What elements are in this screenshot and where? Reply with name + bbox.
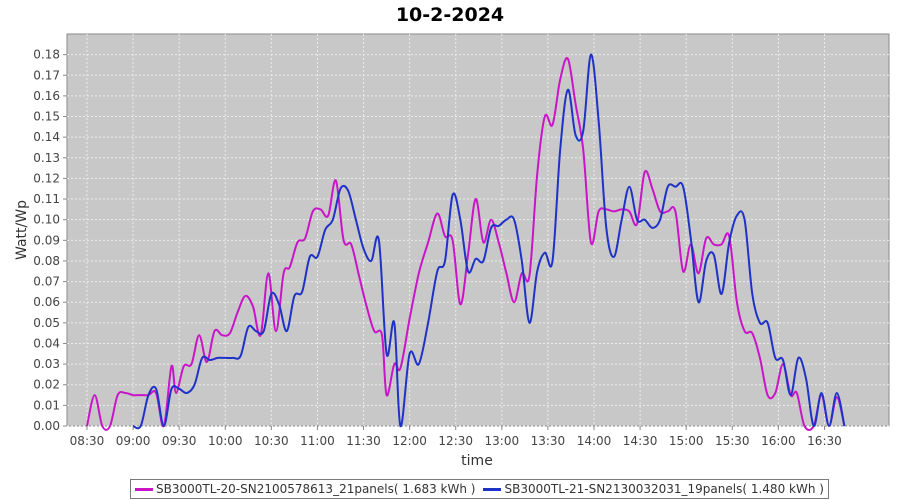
x-tick-label: 16:30 — [807, 434, 842, 448]
legend: SB3000TL-20-SN2100578613_21panels( 1.683… — [130, 479, 829, 499]
y-tick-label: 0.03 — [33, 357, 60, 371]
y-tick-label: 0.05 — [33, 316, 60, 330]
x-tick-label: 09:00 — [116, 434, 151, 448]
x-tick-label: 10:00 — [208, 434, 243, 448]
x-tick-label: 15:00 — [669, 434, 704, 448]
y-axis-label: Watt/Wp — [14, 200, 30, 260]
line-chart: 10-2-2024 0.000.010.020.030.040.050.060.… — [14, 4, 890, 469]
x-tick-label: 13:00 — [485, 434, 520, 448]
series-lines — [86, 53, 846, 431]
series-line-1 — [86, 57, 846, 431]
legend-item-series-2: SB3000TL-21-SN2130032031_19panels( 1.480… — [483, 482, 824, 496]
x-tick-label: 12:30 — [438, 434, 473, 448]
y-tick-label: 0.15 — [33, 110, 60, 124]
y-tick-label: 0.01 — [33, 398, 60, 412]
y-tick-label: 0.08 — [33, 254, 60, 268]
y-tick-label: 0.04 — [33, 336, 60, 350]
legend-label-series-1: SB3000TL-20-SN2100578613_21panels( 1.683… — [156, 482, 476, 496]
y-tick-label: 0.14 — [33, 130, 60, 144]
x-tick-label: 15:30 — [715, 434, 750, 448]
x-tick-label: 13:30 — [531, 434, 566, 448]
x-tick-label: 10:30 — [254, 434, 289, 448]
axes: 0.00 0.01 0.02 0.03 0.04 0.05 0.06 0.07 0.08 0.09… — [33, 48, 841, 448]
legend-label-series-2: SB3000TL-21-SN2130032031_19panels( 1.480… — [504, 482, 824, 496]
y-tick-label: 0.17 — [33, 68, 60, 82]
x-tick-label: 08:30 — [70, 434, 105, 448]
y-tick-label: 0.11 — [33, 192, 60, 206]
y-tick-label: 0.09 — [33, 233, 60, 247]
x-tick-label: 11:00 — [300, 434, 335, 448]
gridlines — [67, 34, 889, 427]
x-tick-label: 09:30 — [162, 434, 197, 448]
y-tick-label: 0.18 — [33, 48, 60, 62]
x-tick-label: 14:00 — [577, 434, 612, 448]
legend-item-series-1: SB3000TL-20-SN2100578613_21panels( 1.683… — [135, 482, 475, 496]
y-tick-label: 0.00 — [33, 419, 60, 433]
y-tick-label: 0.07 — [33, 275, 60, 289]
legend-swatch-series-1 — [135, 487, 153, 491]
y-tick-label: 0.13 — [33, 151, 60, 165]
y-tick-label: 0.06 — [33, 295, 60, 309]
x-tick-label: 14:30 — [623, 434, 658, 448]
x-tick-label: 11:30 — [346, 434, 381, 448]
y-tick-label: 0.16 — [33, 89, 60, 103]
x-axis-label: time — [461, 453, 493, 469]
y-tick-label: 0.12 — [33, 171, 60, 185]
x-tick-label: 16:00 — [761, 434, 796, 448]
x-tick-label: 12:00 — [392, 434, 427, 448]
chart-title: 10-2-2024 — [396, 4, 504, 26]
plot-area — [66, 33, 890, 427]
y-tick-label: 0.10 — [33, 213, 60, 227]
y-tick-label: 0.02 — [33, 378, 60, 392]
legend-swatch-series-2 — [483, 487, 502, 491]
series-line-2 — [132, 53, 846, 430]
